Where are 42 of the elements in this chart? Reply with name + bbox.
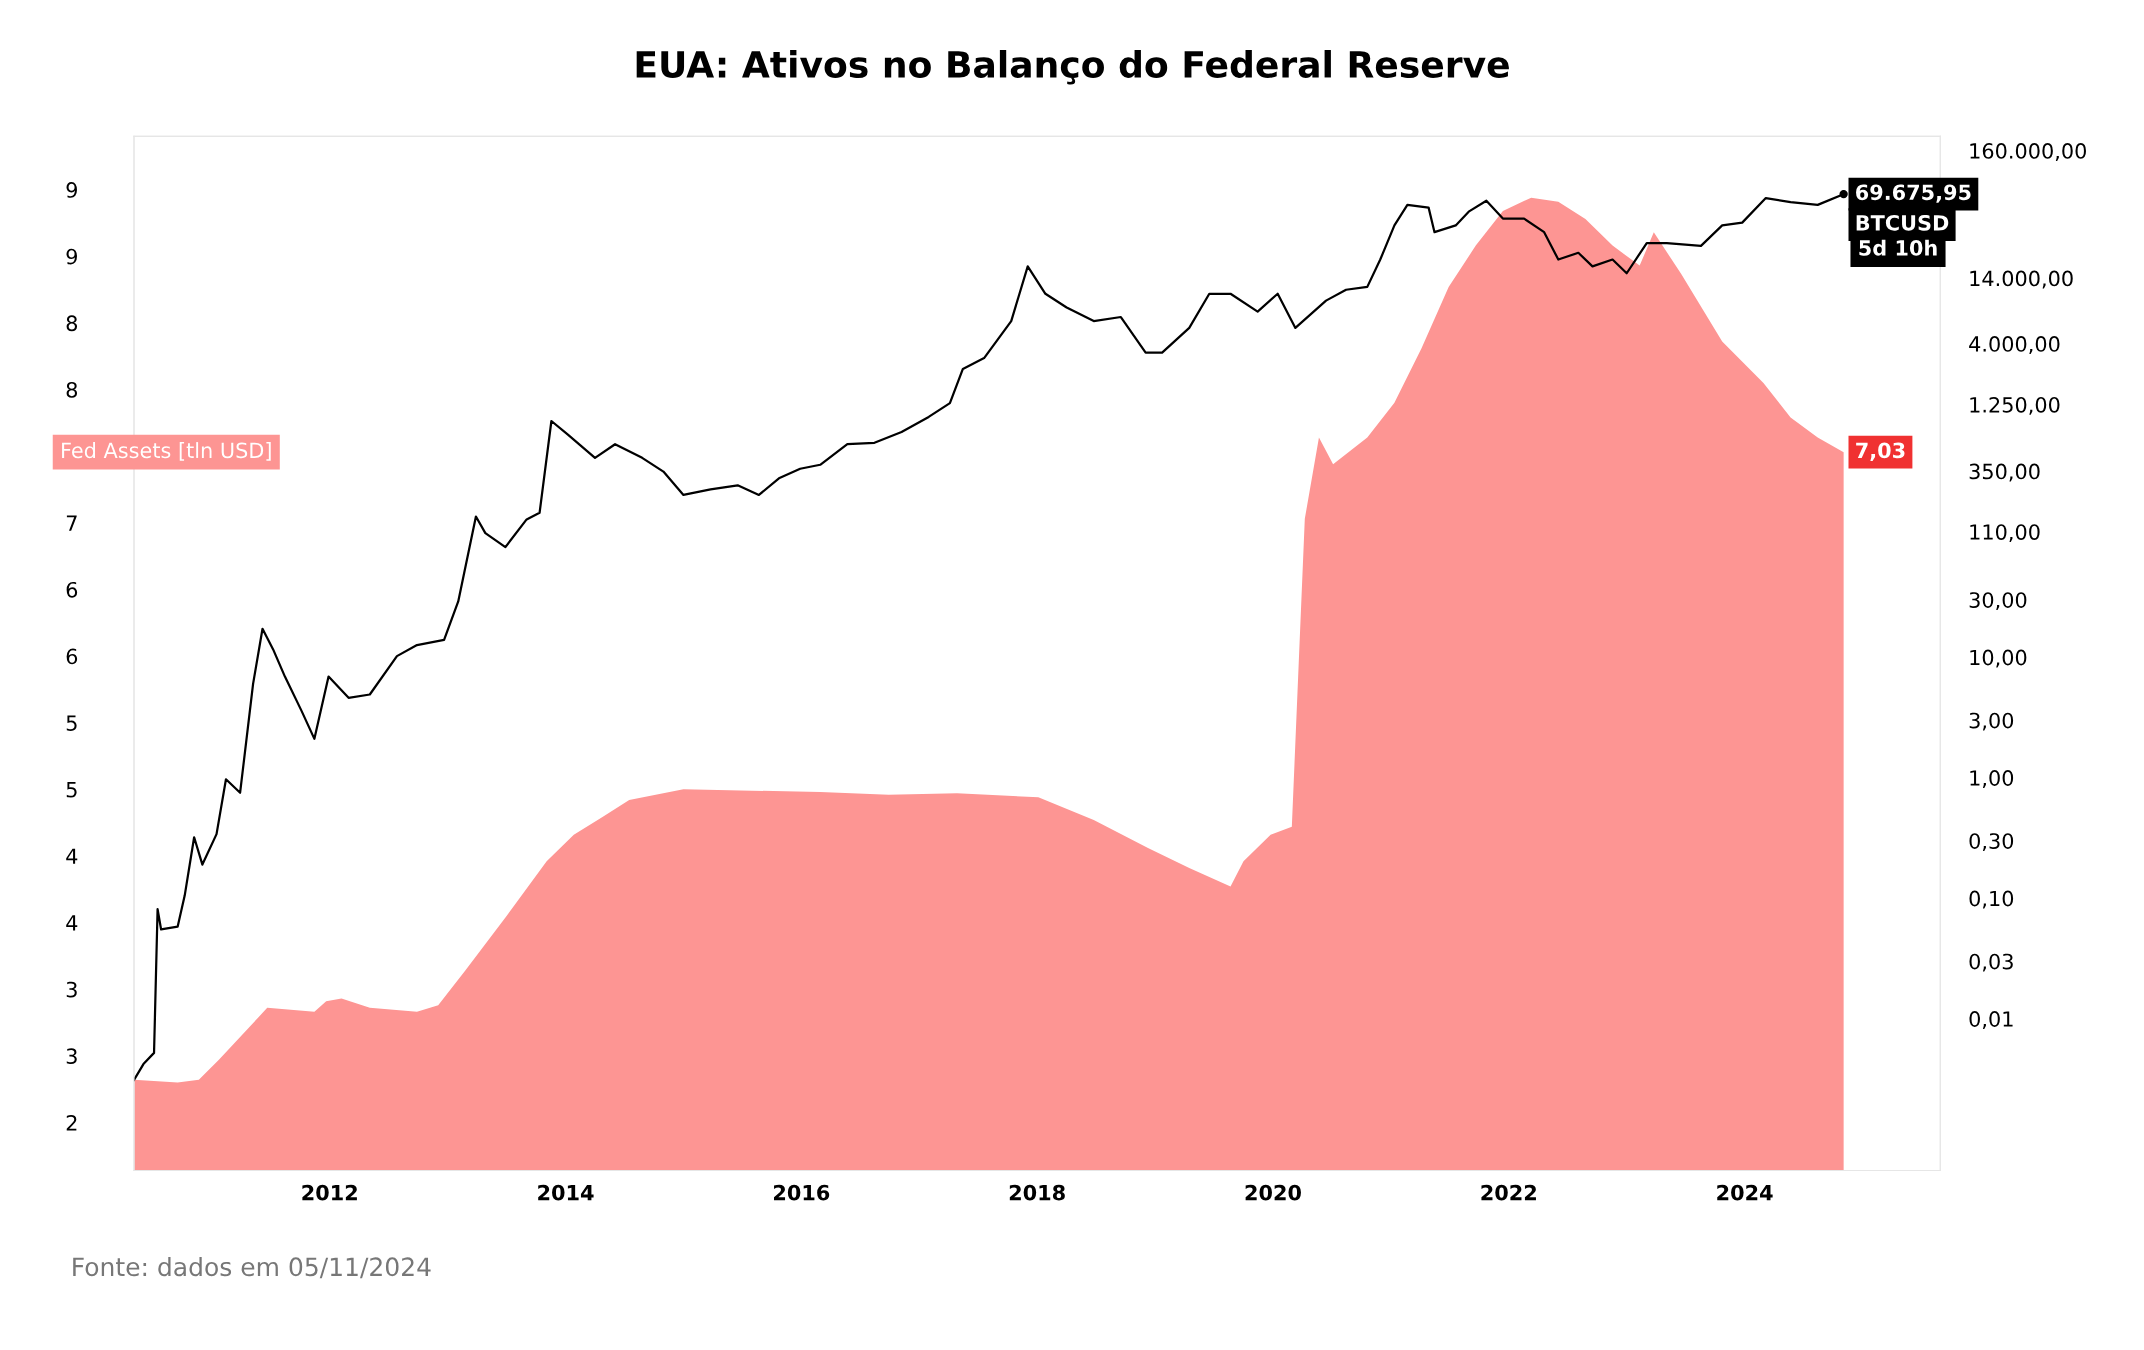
y-tick-label: 7 bbox=[66, 515, 77, 531]
x-tick-label: 2016 bbox=[774, 1184, 830, 1201]
y-tick-label: 8 bbox=[66, 382, 78, 398]
source-note: Fonte: dados em 05/11/2024 bbox=[73, 1256, 431, 1279]
y2-tick-label: 14.000,00 bbox=[1970, 270, 2073, 289]
annotation: 5d 10h bbox=[1859, 239, 1937, 256]
y2-tick-label: 160.000,00 bbox=[1970, 143, 2086, 161]
chart-title: EUA: Ativos no Balanço do Federal Reserve bbox=[636, 50, 1509, 85]
y-tick-label: 3 bbox=[66, 981, 77, 998]
y-tick-label: 5 bbox=[66, 715, 77, 731]
y2-tick-label: 4.000,00 bbox=[1969, 336, 2060, 354]
x-tick-label: 2014 bbox=[538, 1184, 594, 1201]
y-tick-label: 4 bbox=[66, 915, 78, 931]
y2-tick-label: 0,01 bbox=[1969, 1011, 2013, 1029]
y-tick-label: 3 bbox=[66, 1048, 77, 1065]
y2-tick-label: 0,30 bbox=[1969, 833, 2014, 852]
x-tick-label: 2012 bbox=[302, 1184, 357, 1201]
y-tick-label: 2 bbox=[66, 1114, 77, 1131]
y-tick-label: 6 bbox=[66, 648, 78, 665]
y2-tick-label: 30,00 bbox=[1969, 592, 2027, 611]
data-label: 69.675,95 bbox=[1856, 184, 1971, 203]
y2-tick-label: 10,00 bbox=[1970, 649, 2027, 668]
x-tick-label: 2022 bbox=[1481, 1184, 1536, 1201]
y2-tick-label: 1,00 bbox=[1970, 770, 2014, 789]
x-tick-label: 2020 bbox=[1245, 1184, 1301, 1201]
text: Fed Assets [tln USD] bbox=[62, 442, 271, 461]
y-tick-label: 8 bbox=[66, 315, 78, 332]
y-tick-label: 4 bbox=[66, 848, 78, 864]
y2-tick-label: 0,10 bbox=[1969, 890, 2014, 909]
y2-tick-label: 110,00 bbox=[1970, 524, 2040, 543]
y-tick-label: 5 bbox=[66, 782, 77, 798]
x-tick-label: 2024 bbox=[1717, 1184, 1773, 1201]
y2-tick-label: 3,00 bbox=[1969, 712, 2014, 731]
x-tick-label: 2018 bbox=[1009, 1184, 1065, 1201]
data-label: 7,03 bbox=[1856, 442, 1905, 461]
series-label: BTCUSD bbox=[1856, 214, 1949, 231]
y2-tick-label: 350,00 bbox=[1969, 463, 2040, 482]
y-tick-label: 9 bbox=[66, 182, 77, 198]
y-tick-label: 6 bbox=[66, 581, 78, 598]
y2-tick-label: 0,03 bbox=[1969, 953, 2013, 972]
y-tick-label: 9 bbox=[66, 248, 77, 265]
y2-tick-label: 1.250,00 bbox=[1970, 396, 2060, 415]
